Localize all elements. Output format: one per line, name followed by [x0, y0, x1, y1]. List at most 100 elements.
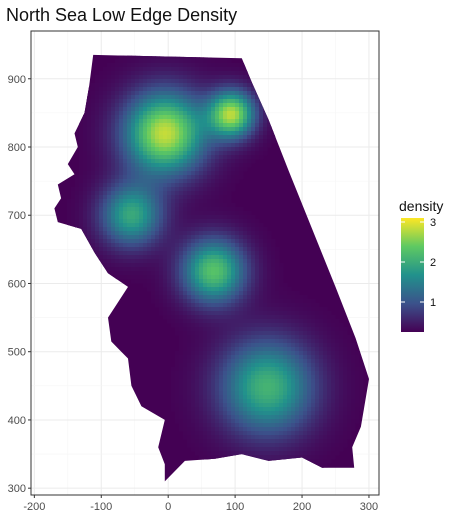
density-cell: [311, 363, 316, 368]
density-cell: [263, 303, 268, 308]
density-cell: [251, 127, 256, 132]
density-cell: [99, 239, 104, 244]
density-cell: [175, 263, 180, 268]
density-cell: [255, 251, 260, 256]
density-cell: [247, 363, 252, 368]
density-cell: [271, 335, 276, 340]
density-cell: [255, 311, 260, 316]
density-cell: [243, 119, 248, 124]
density-cell: [207, 71, 212, 76]
density-cell: [151, 287, 156, 292]
density-cell: [335, 439, 340, 444]
density-cell: [243, 127, 248, 132]
density-cell: [287, 323, 292, 328]
density-cell: [247, 131, 252, 136]
density-cell: [235, 303, 240, 308]
density-cell: [323, 371, 328, 376]
density-cell: [207, 247, 212, 252]
density-cell: [323, 431, 328, 436]
density-cell: [135, 191, 140, 196]
density-cell: [191, 263, 196, 268]
density-cell: [199, 131, 204, 136]
density-cell: [139, 111, 144, 116]
density-cell: [203, 223, 208, 228]
density-cell: [247, 263, 252, 268]
density-cell: [219, 75, 224, 80]
density-cell: [151, 263, 156, 268]
density-cell: [171, 183, 176, 188]
density-cell: [151, 167, 156, 172]
density-cell: [323, 435, 328, 440]
density-cell: [143, 143, 148, 148]
density-cell: [239, 339, 244, 344]
chart-title: North Sea Low Edge Density: [6, 5, 238, 25]
density-cell: [331, 419, 336, 424]
density-cell: [163, 55, 168, 60]
density-cell: [179, 427, 184, 432]
density-cell: [227, 239, 232, 244]
density-cell: [155, 95, 160, 100]
density-cell: [115, 99, 120, 104]
density-cell: [99, 107, 104, 112]
density-cell: [159, 159, 164, 164]
density-cell: [187, 207, 192, 212]
density-cell: [239, 403, 244, 408]
density-cell: [279, 347, 284, 352]
density-cell: [91, 203, 96, 208]
density-cell: [191, 111, 196, 116]
density-cell: [151, 91, 156, 96]
density-cell: [207, 239, 212, 244]
density-cell: [87, 199, 92, 204]
density-cell: [163, 163, 168, 168]
density-cell: [195, 159, 200, 164]
density-cell: [243, 243, 248, 248]
density-cell: [91, 179, 96, 184]
density-cell: [191, 183, 196, 188]
density-cell: [315, 307, 320, 312]
density-cell: [183, 395, 188, 400]
density-cell: [223, 91, 228, 96]
density-cell: [87, 187, 92, 192]
density-cell: [271, 403, 276, 408]
density-cell: [219, 291, 224, 296]
density-cell: [227, 323, 232, 328]
density-cell: [211, 403, 216, 408]
density-cell: [103, 195, 108, 200]
density-cell: [163, 291, 168, 296]
density-cell: [195, 215, 200, 220]
density-cell: [107, 179, 112, 184]
density-cell: [99, 95, 104, 100]
density-cell: [195, 259, 200, 264]
density-cell: [207, 295, 212, 300]
density-cell: [239, 255, 244, 260]
density-cell: [107, 103, 112, 108]
density-cell: [315, 447, 320, 452]
density-cell: [343, 359, 348, 364]
density-cell: [115, 231, 120, 236]
density-cell: [187, 167, 192, 172]
density-cell: [211, 79, 216, 84]
density-cell: [279, 339, 284, 344]
density-cell: [295, 359, 300, 364]
density-cell: [191, 227, 196, 232]
density-cell: [331, 355, 336, 360]
density-cell: [315, 327, 320, 332]
density-cell: [175, 235, 180, 240]
density-cell: [199, 119, 204, 124]
density-cell: [323, 439, 328, 444]
density-cell: [287, 355, 292, 360]
density-cell: [351, 343, 356, 348]
density-cell: [335, 447, 340, 452]
density-cell: [87, 135, 92, 140]
density-cell: [255, 327, 260, 332]
density-cell: [87, 227, 92, 232]
density-cell: [151, 247, 156, 252]
density-cell: [259, 411, 264, 416]
density-cell: [307, 363, 312, 368]
density-cell: [95, 167, 100, 172]
density-cell: [179, 87, 184, 92]
density-cell: [115, 215, 120, 220]
density-cell: [319, 347, 324, 352]
density-cell: [91, 107, 96, 112]
density-cell: [211, 315, 216, 320]
